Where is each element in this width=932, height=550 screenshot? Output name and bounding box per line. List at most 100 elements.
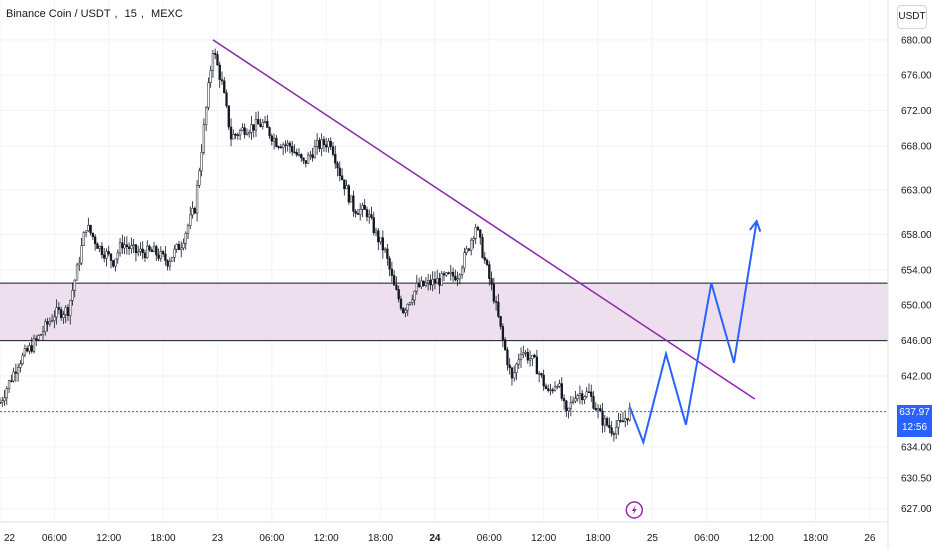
projection-path	[628, 221, 758, 446]
candle-body	[626, 418, 629, 421]
candle-body	[189, 214, 192, 226]
candle-body	[340, 175, 344, 180]
candle-body	[422, 280, 425, 286]
candle-body	[608, 424, 611, 429]
candle-body	[225, 92, 228, 107]
candle-body	[71, 290, 74, 301]
countdown-timer: 12:56	[901, 422, 928, 433]
candle-body	[238, 130, 242, 136]
candle-body	[35, 338, 38, 340]
candle-body	[26, 348, 29, 352]
candle-body	[406, 304, 409, 311]
candle-body	[463, 252, 466, 269]
candle-body	[499, 316, 502, 327]
candle-body	[338, 167, 341, 176]
candle-body	[528, 358, 532, 361]
candle-body	[603, 418, 606, 426]
candle-body	[232, 133, 235, 140]
candle-body	[141, 248, 144, 254]
candle-body	[107, 251, 110, 255]
candle-body	[424, 282, 428, 286]
candle-body	[284, 144, 287, 147]
candle-body	[268, 127, 271, 137]
candle-body	[399, 298, 403, 309]
candle-body	[0, 402, 2, 404]
candle-body	[460, 267, 464, 276]
candle-body	[143, 252, 147, 258]
x-tick-label: 06:00	[42, 533, 67, 544]
candle-body	[438, 278, 441, 286]
y-tick-label: 630.50	[901, 473, 932, 484]
candle-body	[89, 224, 92, 234]
candle-body	[64, 307, 67, 315]
candle-body	[592, 396, 595, 409]
candle-body	[388, 258, 391, 270]
y-tick-label: 627.00	[901, 504, 932, 515]
candle-body	[578, 393, 582, 396]
candle-body	[612, 433, 616, 435]
candle-body	[279, 146, 283, 149]
candle-body	[556, 386, 559, 388]
x-tick-label: 12:00	[749, 533, 774, 544]
candle-body	[204, 107, 208, 125]
candle-body	[7, 380, 11, 389]
candle-body	[100, 245, 104, 256]
candle-body	[519, 354, 523, 361]
candle-body	[492, 284, 495, 302]
candle-body	[515, 363, 518, 373]
candle-body	[510, 367, 514, 379]
candle-body	[173, 248, 176, 258]
candle-body	[549, 389, 552, 392]
candle-body	[288, 142, 292, 147]
currency-button[interactable]: USDT	[897, 5, 927, 29]
candle-body	[254, 119, 258, 131]
x-tick-label: 12:00	[531, 533, 556, 544]
candle-body	[488, 264, 491, 279]
candle-body	[272, 137, 276, 142]
candle-body	[10, 380, 13, 382]
candle-body	[152, 246, 156, 253]
x-tick-label: 12:00	[314, 533, 339, 544]
candle-body	[533, 354, 536, 358]
candle-body	[229, 126, 233, 140]
candle-body	[458, 274, 462, 280]
candle-body	[211, 53, 215, 71]
candle-body	[60, 309, 63, 319]
candle-body	[349, 195, 353, 203]
candle-body	[426, 280, 430, 284]
candle-body	[309, 154, 312, 157]
candle-body	[243, 127, 246, 135]
candle-body	[356, 213, 360, 215]
candle-body	[193, 208, 196, 214]
last-price-tag: 637.97 12:56	[897, 405, 932, 437]
candle-body	[252, 124, 255, 131]
candle-body	[123, 244, 126, 249]
candle-body	[504, 339, 507, 350]
candle-body	[413, 290, 416, 301]
candle-body	[50, 320, 54, 322]
candle-body	[506, 349, 509, 366]
x-tick-label: 18:00	[586, 533, 611, 544]
last-price-value: 637.97	[899, 407, 930, 418]
candle-body	[417, 283, 421, 288]
x-tick-label: 12:00	[96, 533, 121, 544]
candle-body	[617, 420, 620, 428]
candle-body	[524, 352, 527, 354]
candle-body	[619, 420, 622, 422]
title-sep-1: ,	[114, 8, 118, 20]
candle-body	[55, 307, 58, 318]
candle-body	[395, 284, 398, 290]
candle-body	[315, 139, 319, 147]
candle-body	[370, 214, 373, 218]
candle-body	[404, 309, 407, 314]
candle-body	[472, 238, 475, 241]
x-tick-label: 25	[647, 533, 659, 544]
y-tick-label: 642.00	[901, 372, 932, 383]
candle-body	[261, 121, 264, 128]
candle-body	[368, 214, 371, 218]
candle-body	[397, 289, 400, 300]
candle-body	[386, 248, 389, 259]
candle-body	[331, 146, 335, 155]
